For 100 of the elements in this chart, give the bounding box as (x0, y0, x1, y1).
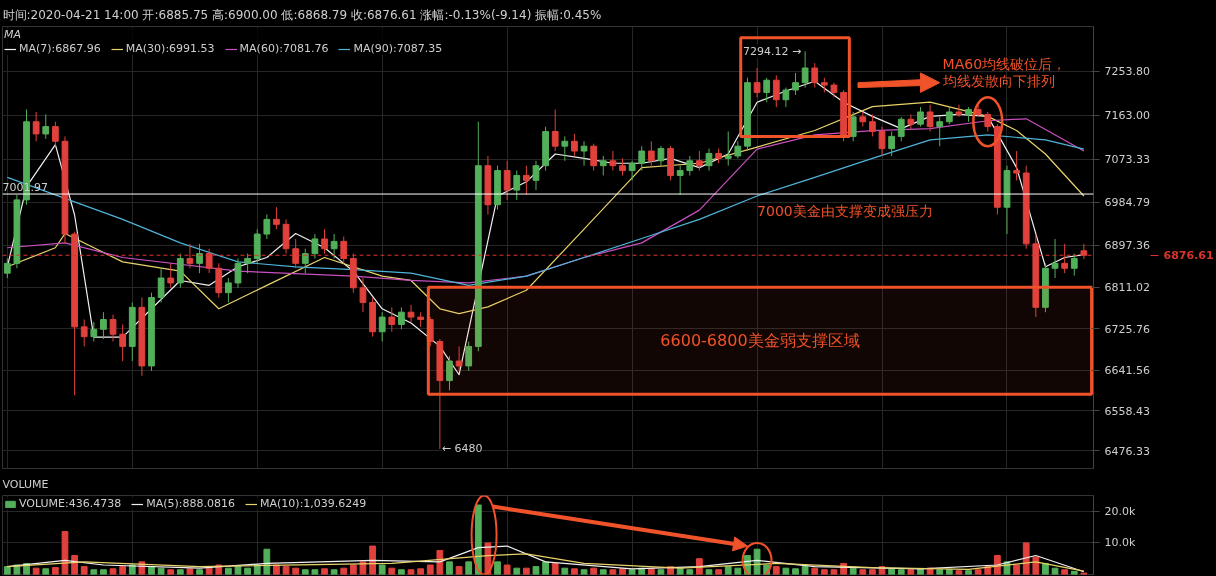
legend-label: VOLUME:436.4738 (19, 497, 122, 510)
bar (100, 569, 107, 575)
bar (551, 562, 559, 575)
candlestick (955, 104, 963, 118)
bar (820, 569, 828, 575)
y-tick-label: 6897.36 (1104, 239, 1150, 253)
bar (542, 561, 549, 575)
candlestick (167, 262, 175, 289)
candlestick (705, 148, 713, 172)
bar (205, 567, 213, 575)
candlestick (897, 116, 905, 142)
candlestick (321, 228, 328, 255)
bar (724, 566, 732, 575)
bar (859, 569, 867, 575)
candlestick (186, 243, 194, 269)
bar (398, 569, 405, 575)
annotation: 7294.12 → (742, 44, 802, 58)
bar (436, 549, 444, 575)
bar (897, 569, 905, 575)
candlestick (90, 321, 98, 343)
candlestick (532, 160, 540, 191)
bar (330, 569, 338, 575)
bar (869, 569, 876, 575)
bar (157, 567, 165, 575)
y-tick-label: 7253.80 (1104, 65, 1150, 79)
y-tick-label: 6984.79 (1104, 196, 1150, 210)
candlestick (907, 113, 915, 130)
candlestick (157, 267, 165, 303)
candlestick (926, 104, 934, 133)
bar (580, 569, 588, 575)
candlestick (398, 306, 405, 330)
candlestick (311, 233, 319, 259)
bar (186, 568, 194, 575)
bar (772, 566, 780, 575)
y-tick-label: 7073.33 (1104, 153, 1150, 167)
candlestick (1051, 238, 1059, 279)
bar (321, 568, 328, 575)
bar (3, 566, 11, 575)
candlestick (782, 87, 790, 108)
bar (522, 567, 530, 575)
bar (282, 566, 290, 575)
candlestick (465, 341, 473, 372)
candlestick (80, 319, 88, 347)
bar (513, 567, 521, 575)
bar (292, 567, 300, 575)
bar (705, 569, 713, 575)
annotation: MA60均线破位后， (942, 56, 1067, 73)
candlestick (686, 155, 694, 176)
bar (1013, 564, 1020, 575)
candlestick (628, 160, 636, 181)
bar (657, 569, 665, 575)
candlestick (724, 131, 732, 167)
candlestick (1013, 150, 1020, 181)
bar (609, 569, 617, 575)
candlestick (225, 277, 232, 303)
candlestick (657, 145, 665, 167)
legend-label: MA(60):7081.76 (239, 42, 329, 55)
bar (90, 569, 98, 575)
legend-label: MA(10):1,039.6249 (260, 497, 367, 510)
candlestick (119, 323, 127, 362)
bar (369, 545, 376, 575)
candlestick (792, 72, 799, 96)
bar (571, 568, 578, 575)
bar (532, 566, 540, 575)
candlestick (561, 135, 569, 162)
bar (1051, 567, 1059, 575)
bar (849, 567, 857, 575)
annotation: 7000美金由支撑变成强压力 (757, 202, 933, 219)
y-tick-label: 6476.33 (1104, 444, 1150, 458)
candlestick (522, 165, 530, 196)
bar (311, 569, 319, 575)
candlestick (32, 111, 40, 142)
bar (801, 566, 809, 575)
y-tick-label: 20.0k (1104, 504, 1136, 518)
chart-title: VOLUME (2, 477, 49, 491)
candlestick (42, 113, 50, 140)
annotation: ← 6480 (441, 442, 483, 456)
candlestick (571, 133, 578, 157)
y-tick-label: 6558.43 (1104, 404, 1150, 418)
bar (686, 569, 694, 575)
bar (1022, 542, 1030, 575)
bar (1061, 569, 1069, 575)
candlestick (301, 248, 309, 274)
bar (407, 569, 415, 575)
candlestick (359, 277, 367, 313)
bar (196, 569, 203, 575)
candlestick (100, 311, 107, 340)
bar (965, 570, 972, 575)
bar (378, 564, 386, 575)
bar (503, 564, 511, 575)
candlestick (340, 236, 348, 264)
bar (42, 568, 50, 575)
candlestick (551, 109, 559, 152)
bar (167, 569, 175, 575)
candlestick (936, 116, 944, 147)
candlestick (407, 304, 415, 323)
candlestick (599, 155, 607, 176)
bar (792, 568, 799, 575)
candlestick (1070, 253, 1078, 277)
bar (628, 569, 636, 575)
